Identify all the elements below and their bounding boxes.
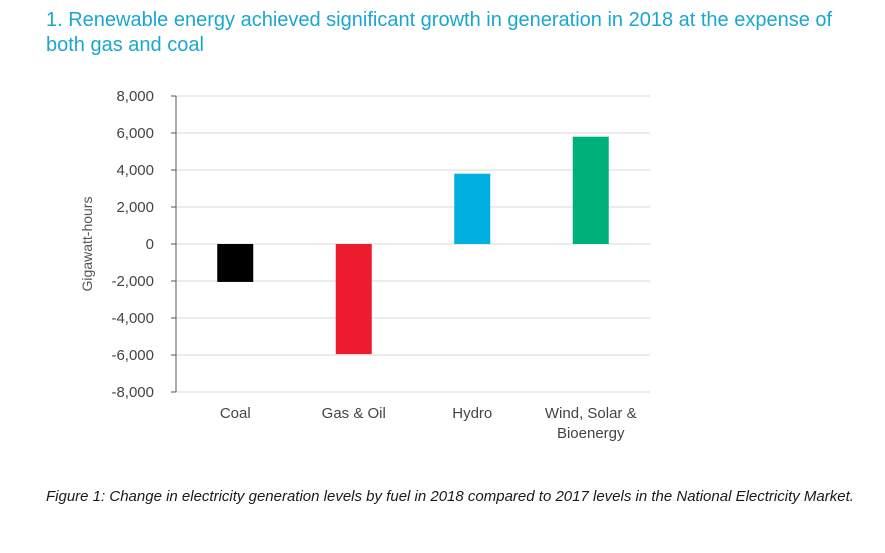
x-category-label: Coal xyxy=(220,405,251,422)
y-tick-label: 2,000 xyxy=(116,199,154,216)
y-tick-label: -4,000 xyxy=(111,310,154,327)
y-tick-label: -8,000 xyxy=(111,384,154,401)
y-axis-title: Gigawatt-hours xyxy=(79,197,95,292)
bar xyxy=(335,244,372,355)
bar xyxy=(572,136,609,244)
figure-caption: Figure 1: Change in electricity generati… xyxy=(46,488,854,505)
x-category-labels: Coal Gas & Oil Hydro Wind, Solar & Bioenergy xyxy=(220,405,637,442)
y-tick-label: 6,000 xyxy=(116,125,154,142)
y-tick-labels: 8,000 6,000 4,000 2,000 0 -2,000 -4,000 -6,000 -… xyxy=(111,88,154,401)
bar xyxy=(217,244,254,282)
y-axis xyxy=(171,95,177,393)
y-tick-label: 0 xyxy=(146,236,154,253)
chart-title: 1. Renewable energy achieved significant… xyxy=(46,9,833,56)
bars xyxy=(217,136,609,355)
y-tick-label: 8,000 xyxy=(116,88,154,105)
y-tick-label: -6,000 xyxy=(111,347,154,364)
bar xyxy=(454,173,491,244)
y-tick-label: 4,000 xyxy=(116,162,154,179)
gridlines xyxy=(176,95,650,393)
x-category-label: Wind, Solar & Bioenergy xyxy=(545,405,637,442)
y-tick-label: -2,000 xyxy=(111,273,154,290)
x-category-label: Gas & Oil xyxy=(322,405,386,422)
x-category-label: Hydro xyxy=(452,405,492,422)
